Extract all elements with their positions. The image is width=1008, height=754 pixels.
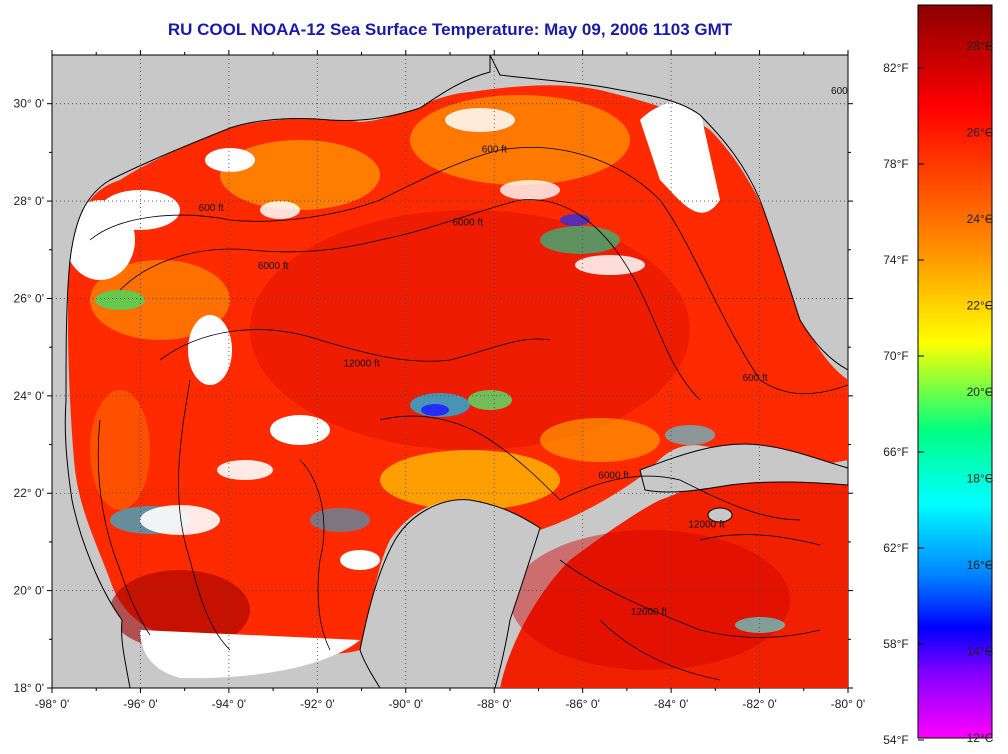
colorbar-celsius-label: 26°C <box>967 126 994 140</box>
colorbar-fahrenheit-label: 78°F <box>883 157 908 171</box>
lat-tick-label: 24° 0' <box>14 389 44 403</box>
colorbar-fahrenheit-label: 58°F <box>883 637 908 651</box>
contour-label: 6000 ft <box>452 217 483 228</box>
contour-label: 600 ft <box>482 144 507 155</box>
colorbar-celsius-label: 12°C <box>967 731 994 745</box>
lat-tick-label: 18° 0' <box>14 681 44 695</box>
colorbar-fahrenheit-label: 54°F <box>883 733 908 747</box>
lon-tick-label: -84° 0' <box>654 697 688 711</box>
colorbar-fahrenheit-label: 66°F <box>883 445 908 459</box>
colorbar-celsius-label: 16°C <box>967 558 994 572</box>
lon-tick-label: -96° 0' <box>123 697 157 711</box>
contour-label: 6000 ft <box>598 471 629 482</box>
map-axes: -98° 0' -96° 0' -94° 0' -92° 0' -90° 0' -88° … <box>14 50 865 711</box>
land-us-florida <box>489 55 848 371</box>
colorbar-fahrenheit-label: 74°F <box>883 253 908 267</box>
lon-tick-label: -80° 0' <box>831 697 865 711</box>
contour-labels: 600 ft 600 ft 600 ft 600 ft 6000 ft 6000 ft 60… <box>199 86 856 618</box>
contour-label: 600 ft <box>743 373 768 384</box>
bathymetry-contours <box>89 147 848 681</box>
lat-tick-label: 20° 0' <box>14 584 44 598</box>
colorbar-fahrenheit-label: 70°F <box>883 349 908 363</box>
land-mexico <box>52 55 491 688</box>
lon-tick-label: -88° 0' <box>477 697 511 711</box>
contour-label: 12000 ft <box>688 519 724 530</box>
colorbar-celsius-label: 24°C <box>967 212 994 226</box>
lat-tick-label: 26° 0' <box>14 291 44 305</box>
colorbar-celsius-label: 22°C <box>967 299 994 313</box>
contour-label: 600 ft <box>199 203 224 214</box>
map-title: RU COOL NOAA-12 Sea Surface Temperature:… <box>167 20 733 39</box>
gridlines <box>52 55 848 688</box>
contour-label: 6000 ft <box>258 261 289 272</box>
colorbar-celsius-label: 20°C <box>967 385 994 399</box>
colorbar-labels: 28°C 26°C 24°C 22°C 20°C 18°C 16°C 14°C 12°C 82°F… <box>883 39 993 747</box>
contour-label: 600 ft <box>831 86 856 97</box>
lon-tick-label: -86° 0' <box>565 697 599 711</box>
colorbar-fahrenheit-label: 82°F <box>883 61 908 75</box>
caribbean-water <box>500 470 848 688</box>
lon-tick-label: -92° 0' <box>300 697 334 711</box>
contour-label: 12000 ft <box>631 607 667 618</box>
lat-tick-label: 30° 0' <box>14 97 44 111</box>
lat-tick-label: 28° 0' <box>14 194 44 208</box>
lon-tick-label: -98° 0' <box>35 697 69 711</box>
colorbar-fahrenheit-label: 62°F <box>883 541 908 555</box>
land-cuba <box>639 443 848 493</box>
lon-tick-label: -94° 0' <box>212 697 246 711</box>
lat-tick-label: 22° 0' <box>14 486 44 500</box>
colorbar-celsius-label: 28°C <box>967 39 994 53</box>
lon-tick-label: -82° 0' <box>742 697 776 711</box>
colorbar <box>917 4 993 739</box>
colorbar-celsius-label: 14°C <box>967 645 994 659</box>
land-yucatan <box>359 499 541 688</box>
lon-tick-label: -90° 0' <box>389 697 423 711</box>
contour-label: 12000 ft <box>343 359 379 370</box>
colorbar-celsius-label: 18°C <box>967 472 994 486</box>
